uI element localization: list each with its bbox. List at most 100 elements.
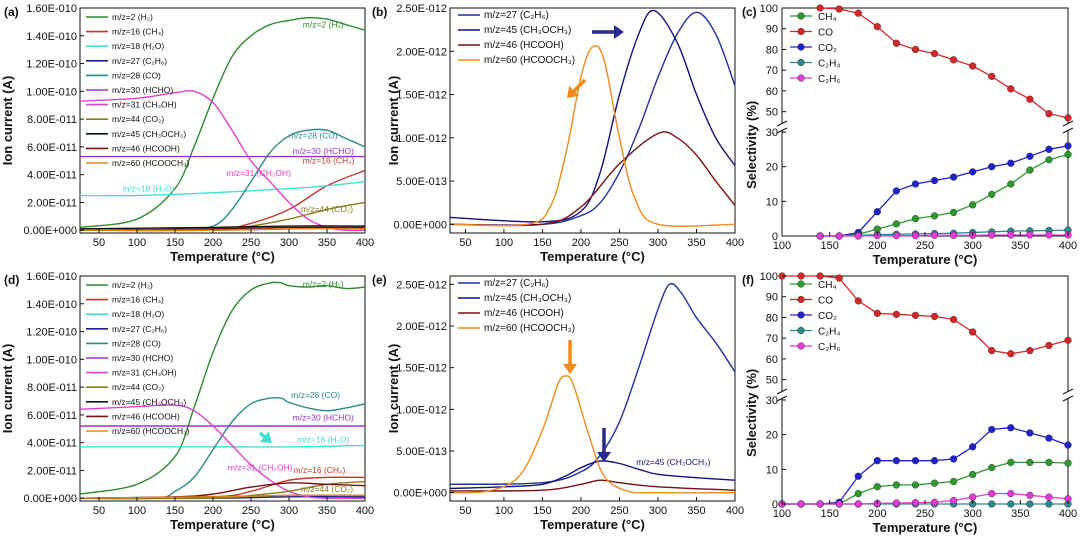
data-point [911,215,920,223]
data-point [1045,231,1053,239]
data-point [1064,150,1072,159]
x-tick-label: 150 [533,237,551,249]
x-tick-label: 350 [318,237,336,249]
data-point [854,297,862,305]
data-point [892,499,901,507]
legend-label: m/z=46 (HCOOH) [112,411,180,421]
y-axis-label: Ion current (A) [386,76,401,166]
y-tick-label: 60 [766,86,778,98]
legend-label: m/z=16 (CH₄) [112,295,164,305]
data-point [911,457,920,465]
legend-label: m/z=27 (C₂H₆) [484,10,549,21]
x-tick-label: 200 [204,505,222,517]
data-point [892,187,901,195]
data-point [1064,441,1072,449]
data-point [930,212,939,220]
x-tick-label: 300 [963,240,981,252]
legend-marker [797,326,805,335]
series-line [782,461,1069,505]
data-point [854,9,862,17]
data-point [988,500,996,508]
series-line [449,11,736,226]
data-point [949,208,958,217]
data-point [873,208,881,216]
x-tick-label: 300 [280,237,298,249]
y-tick-label: 50 [766,375,778,387]
curve-annotation: m/z=44 (CO₂) [301,484,353,494]
series-line [79,404,366,500]
data-point [1007,231,1015,239]
legend-label: m/z=45 (CH₃OCH₃) [484,25,571,36]
axis-break-gap [780,123,1070,131]
axis-break-mark [776,388,788,395]
y-tick-label: 2.00E-012 [396,46,447,58]
x-tick-label: 100 [495,237,513,249]
x-tick-label: 350 [687,505,705,517]
y-tick-label: 6.00E-011 [27,410,77,422]
data-point [1026,491,1034,499]
y-tick-label: 1.40E-010 [26,299,77,311]
data-point [835,274,843,282]
legend-label: m/z=45 (CH₃OCH₃) [112,397,186,407]
panel-c: 100 150 200 250 300 350 4005060708090100010203… [742,3,1077,267]
y-tick-label: 90 [766,292,778,304]
x-tick-label: 350 [318,505,336,517]
x-tick-label: 50 [93,237,105,249]
data-point [1007,85,1015,93]
panel-d: 50 100 150 200 250 300 350 400 0.00E+000 2.00E-01… [0,271,374,532]
y-tick-label: 80 [766,44,778,56]
curve-annotation: m/z=30 (HCHO) [293,146,354,156]
data-point [1026,347,1034,355]
data-point [1064,114,1072,122]
panel-letter: (a) [4,5,19,19]
series-line [782,275,1069,355]
x-tick-label: 250 [242,505,260,517]
legend-marker [797,342,805,350]
data-point [911,45,920,54]
series-line [79,494,366,499]
axis-break-mark [776,395,788,402]
y-tick-label: 2.00E-012 [396,321,447,333]
y-tick-label: 2.50E-012 [396,279,447,291]
data-point [1045,145,1053,153]
y-axis-label: Ion current (A) [0,344,15,434]
data-point [1045,493,1053,501]
y-tick-label: 0.00E+000 [393,488,447,500]
curve-annotation: m/z=28 (CO) [291,390,340,400]
legend-label: m/z=60 (HCOOCH₃) [112,426,190,436]
highlight-arrowhead [563,364,577,374]
x-tick-label: 100 [773,240,791,252]
x-tick-label: 350 [1011,240,1029,252]
legend-label: m/z=16 (CH₄) [112,27,164,37]
x-tick-label: 50 [459,237,471,249]
x-tick-label: 250 [916,240,934,252]
data-point [930,176,939,185]
legend-label: CO [818,28,833,39]
legend-label: m/z=27 (C₂H₆) [112,56,167,66]
data-point [949,496,958,505]
x-tick-label: 100 [495,505,513,517]
series-line [79,444,366,448]
data-point [816,232,824,240]
x-tick-label: 100 [128,505,146,517]
data-point [835,232,843,240]
legend-label: m/z=28 (CO) [112,70,161,80]
data-point [1026,95,1034,103]
legend-label: C₂H₆ [818,74,840,85]
data-point [1007,350,1015,358]
legend-label: m/z=2 (H₂) [112,280,153,290]
data-point [1045,434,1053,442]
data-point [854,490,862,498]
y-tick-label: 1.00E-012 [396,404,447,416]
x-tick-label: 200 [204,237,222,249]
legend-marker [797,74,805,82]
series-line [79,225,366,230]
legend-label: m/z=60 (HCOOCH₃) [484,55,575,66]
y-tick-label: 30 [766,395,778,407]
legend-label: m/z=31 (CH₃OH) [112,100,177,110]
data-point [930,457,939,465]
x-tick-label: 50 [93,505,105,517]
highlight-arrowhead [597,452,611,462]
data-point [873,483,881,491]
series-line [449,282,736,485]
